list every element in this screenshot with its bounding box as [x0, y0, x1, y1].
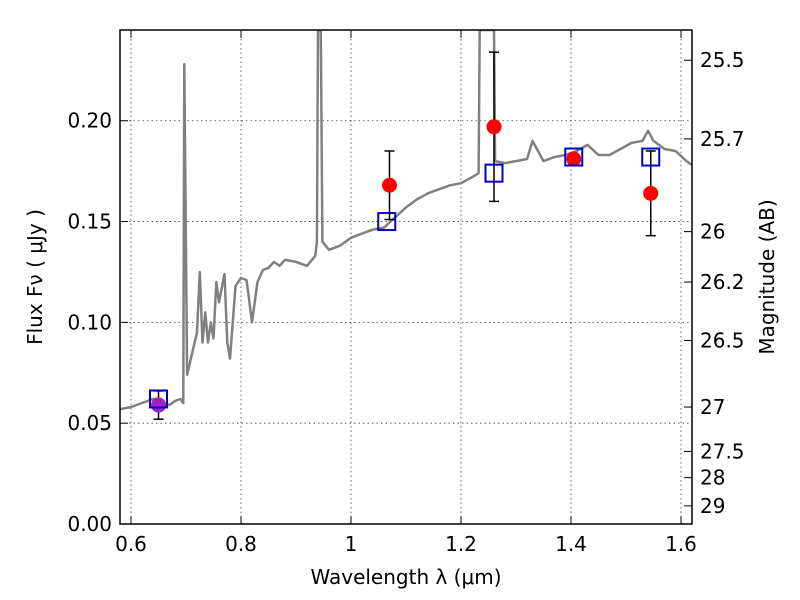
x-tick-label: 0.6 — [115, 532, 147, 556]
x-tick-label: 0.8 — [225, 532, 257, 556]
y-axis-label: Flux Fν ( μJy ) — [23, 209, 47, 345]
right-tick-label: 29 — [700, 494, 725, 518]
y-tick-label: 0.10 — [67, 310, 112, 334]
tick-marks — [120, 30, 692, 525]
tick-labels: 0.6 0.8 1 1.2 1.4 1.6 0.00 0.05 0.10 0.15 0.20 25.5… — [67, 48, 744, 556]
model-point-square — [149, 389, 168, 409]
right-tick-label: 27 — [700, 395, 725, 419]
x-tick-label: 1.4 — [555, 532, 587, 556]
right-tick-label: 28 — [700, 466, 725, 490]
x-axis-label: Wavelength λ (μm) — [310, 565, 501, 589]
model-point-square — [484, 163, 504, 183]
y-tick-label: 0.15 — [67, 210, 112, 234]
right-axis-label: Magnitude (AB) — [755, 199, 779, 354]
observed-point — [643, 185, 659, 201]
plot-area — [120, 30, 692, 420]
right-tick-label: 26.2 — [700, 270, 745, 294]
plot-frame — [119, 29, 693, 525]
x-tick-label: 1.6 — [665, 532, 697, 556]
y-tick-label: 0.05 — [67, 411, 112, 435]
observed-point-highlight — [151, 397, 166, 413]
model-point-square — [564, 147, 584, 167]
right-tick-label: 25.5 — [700, 48, 745, 72]
observed-point — [566, 151, 582, 167]
x-tick-label: 1 — [345, 532, 358, 556]
model-point-square — [641, 147, 661, 167]
observed-point — [382, 177, 397, 193]
right-tick-label: 26.5 — [700, 329, 745, 353]
right-tick-label: 26 — [700, 220, 725, 244]
right-tick-label: 27.5 — [700, 439, 745, 463]
grid — [120, 30, 692, 525]
x-tick-label: 1.2 — [445, 532, 477, 556]
model-spectrum-line — [120, 30, 692, 411]
observed-point — [486, 119, 502, 135]
y-tick-label: 0.00 — [67, 512, 112, 536]
model-point-square — [377, 212, 397, 232]
right-tick-label: 25.7 — [700, 127, 745, 151]
y-tick-label: 0.20 — [67, 109, 112, 133]
